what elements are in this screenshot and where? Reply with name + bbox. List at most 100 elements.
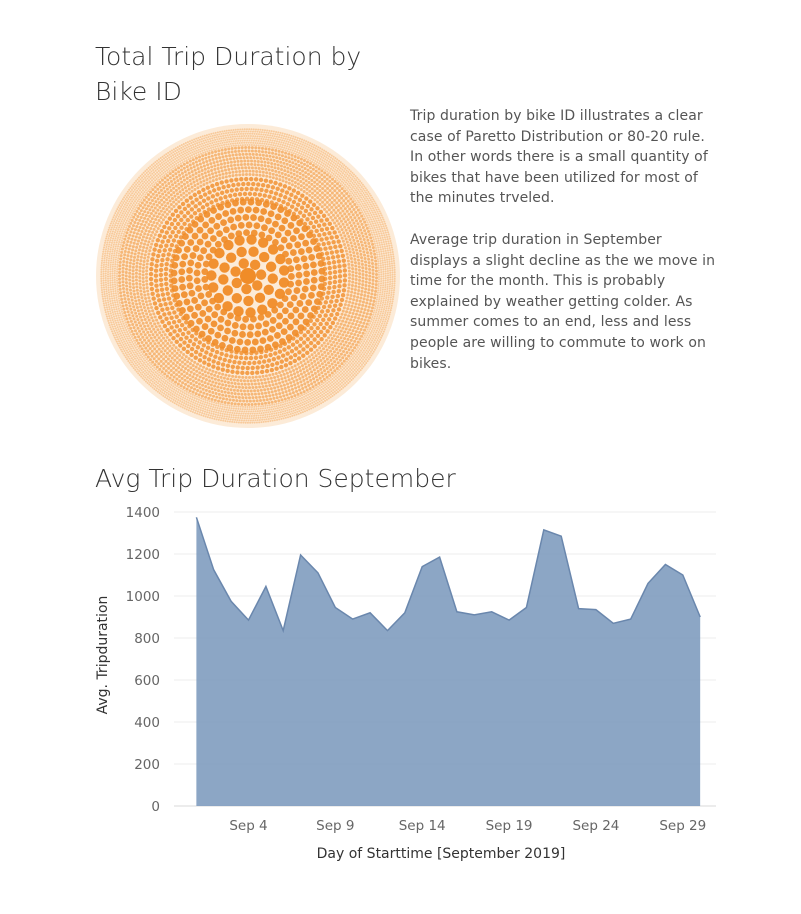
bubble[interactable] bbox=[237, 166, 241, 170]
bubble[interactable] bbox=[164, 286, 170, 292]
bubble[interactable] bbox=[339, 322, 343, 326]
bubble[interactable] bbox=[296, 186, 300, 190]
bubble[interactable] bbox=[354, 312, 358, 316]
bubble[interactable] bbox=[248, 169, 252, 173]
bubble[interactable] bbox=[221, 172, 225, 176]
bubble[interactable] bbox=[271, 356, 277, 362]
bubble[interactable] bbox=[316, 196, 320, 200]
bubble[interactable] bbox=[350, 260, 354, 264]
bubble[interactable] bbox=[338, 325, 342, 329]
bubble[interactable] bbox=[192, 192, 198, 198]
bubble[interactable] bbox=[230, 167, 234, 171]
bubble[interactable] bbox=[145, 286, 149, 290]
bubble[interactable] bbox=[154, 263, 159, 268]
bubble[interactable] bbox=[169, 242, 175, 248]
bubble[interactable] bbox=[334, 331, 338, 335]
bubble[interactable] bbox=[356, 255, 360, 259]
bubble[interactable] bbox=[264, 381, 268, 385]
bubble[interactable] bbox=[308, 220, 313, 226]
bubble[interactable] bbox=[315, 206, 320, 211]
bubble[interactable] bbox=[244, 176, 249, 182]
bubble[interactable] bbox=[143, 318, 147, 322]
bubble[interactable] bbox=[209, 297, 217, 305]
bubble[interactable] bbox=[146, 233, 150, 237]
bubble[interactable] bbox=[239, 163, 243, 167]
bubble[interactable] bbox=[227, 216, 235, 224]
bubble[interactable] bbox=[344, 249, 348, 253]
bubble[interactable] bbox=[132, 289, 136, 293]
bubble[interactable] bbox=[319, 336, 324, 342]
bubble[interactable] bbox=[178, 343, 183, 348]
bubble[interactable] bbox=[225, 252, 237, 263]
bubble[interactable] bbox=[318, 321, 323, 327]
bubble[interactable] bbox=[308, 193, 312, 197]
bubble[interactable] bbox=[291, 188, 297, 193]
bubble[interactable] bbox=[155, 238, 161, 243]
bubble[interactable] bbox=[204, 240, 212, 248]
bubble[interactable] bbox=[248, 246, 259, 257]
bubble[interactable] bbox=[154, 305, 159, 311]
bubble[interactable] bbox=[332, 350, 336, 354]
bubble[interactable] bbox=[329, 250, 335, 255]
bubble[interactable] bbox=[280, 377, 284, 381]
bubble[interactable] bbox=[292, 306, 300, 314]
bubble[interactable] bbox=[201, 299, 208, 307]
bubble[interactable] bbox=[241, 169, 245, 173]
bubble[interactable] bbox=[177, 186, 181, 190]
bubble[interactable] bbox=[250, 365, 255, 371]
bubble[interactable] bbox=[321, 213, 327, 218]
bubble[interactable] bbox=[354, 281, 358, 285]
bubble[interactable] bbox=[169, 221, 175, 227]
bubble[interactable] bbox=[138, 236, 142, 240]
bubble[interactable] bbox=[146, 217, 150, 221]
bubble[interactable] bbox=[283, 165, 287, 169]
bubble[interactable] bbox=[216, 186, 222, 191]
bubble[interactable] bbox=[336, 227, 340, 231]
bubble[interactable] bbox=[200, 368, 204, 372]
bubble[interactable] bbox=[356, 309, 360, 313]
bubble[interactable] bbox=[352, 298, 356, 302]
bubble[interactable] bbox=[172, 310, 177, 315]
bubble[interactable] bbox=[204, 315, 212, 323]
bubble[interactable] bbox=[348, 250, 352, 254]
bubble[interactable] bbox=[355, 299, 359, 303]
bubble[interactable] bbox=[299, 180, 303, 183]
bubble[interactable] bbox=[147, 230, 151, 233]
bubble[interactable] bbox=[145, 226, 149, 230]
bubble[interactable] bbox=[342, 273, 348, 278]
bubble[interactable] bbox=[250, 382, 254, 386]
bubble[interactable] bbox=[268, 175, 272, 179]
bubble[interactable] bbox=[259, 378, 263, 382]
bubble[interactable] bbox=[310, 215, 316, 221]
bubble[interactable] bbox=[294, 241, 302, 249]
bubble[interactable] bbox=[286, 374, 290, 378]
bubble[interactable] bbox=[328, 203, 332, 207]
bubble[interactable] bbox=[275, 186, 280, 192]
bubble[interactable] bbox=[274, 231, 282, 239]
bubble[interactable] bbox=[194, 215, 200, 221]
bubble[interactable] bbox=[309, 358, 313, 362]
bubble[interactable] bbox=[149, 330, 153, 334]
bubble[interactable] bbox=[201, 376, 205, 380]
bubble[interactable] bbox=[196, 182, 200, 186]
bubble[interactable] bbox=[234, 314, 242, 322]
bubble[interactable] bbox=[321, 317, 326, 323]
bubble[interactable] bbox=[165, 328, 170, 333]
bubble[interactable] bbox=[265, 217, 272, 225]
bubble[interactable] bbox=[141, 273, 145, 277]
bubble[interactable] bbox=[172, 191, 176, 195]
bubble[interactable] bbox=[353, 315, 357, 319]
bubble[interactable] bbox=[358, 275, 362, 279]
bubble[interactable] bbox=[219, 262, 230, 273]
bubble[interactable] bbox=[173, 233, 179, 239]
bubble[interactable] bbox=[231, 322, 239, 329]
bubble[interactable] bbox=[170, 207, 174, 211]
bubble[interactable] bbox=[323, 360, 327, 363]
bubble[interactable] bbox=[324, 217, 330, 222]
bubble[interactable] bbox=[269, 317, 277, 324]
bubble[interactable] bbox=[349, 232, 353, 236]
bubble[interactable] bbox=[135, 288, 139, 292]
bubble[interactable] bbox=[233, 381, 237, 385]
bubble[interactable] bbox=[144, 296, 148, 300]
bubble[interactable] bbox=[155, 333, 159, 337]
